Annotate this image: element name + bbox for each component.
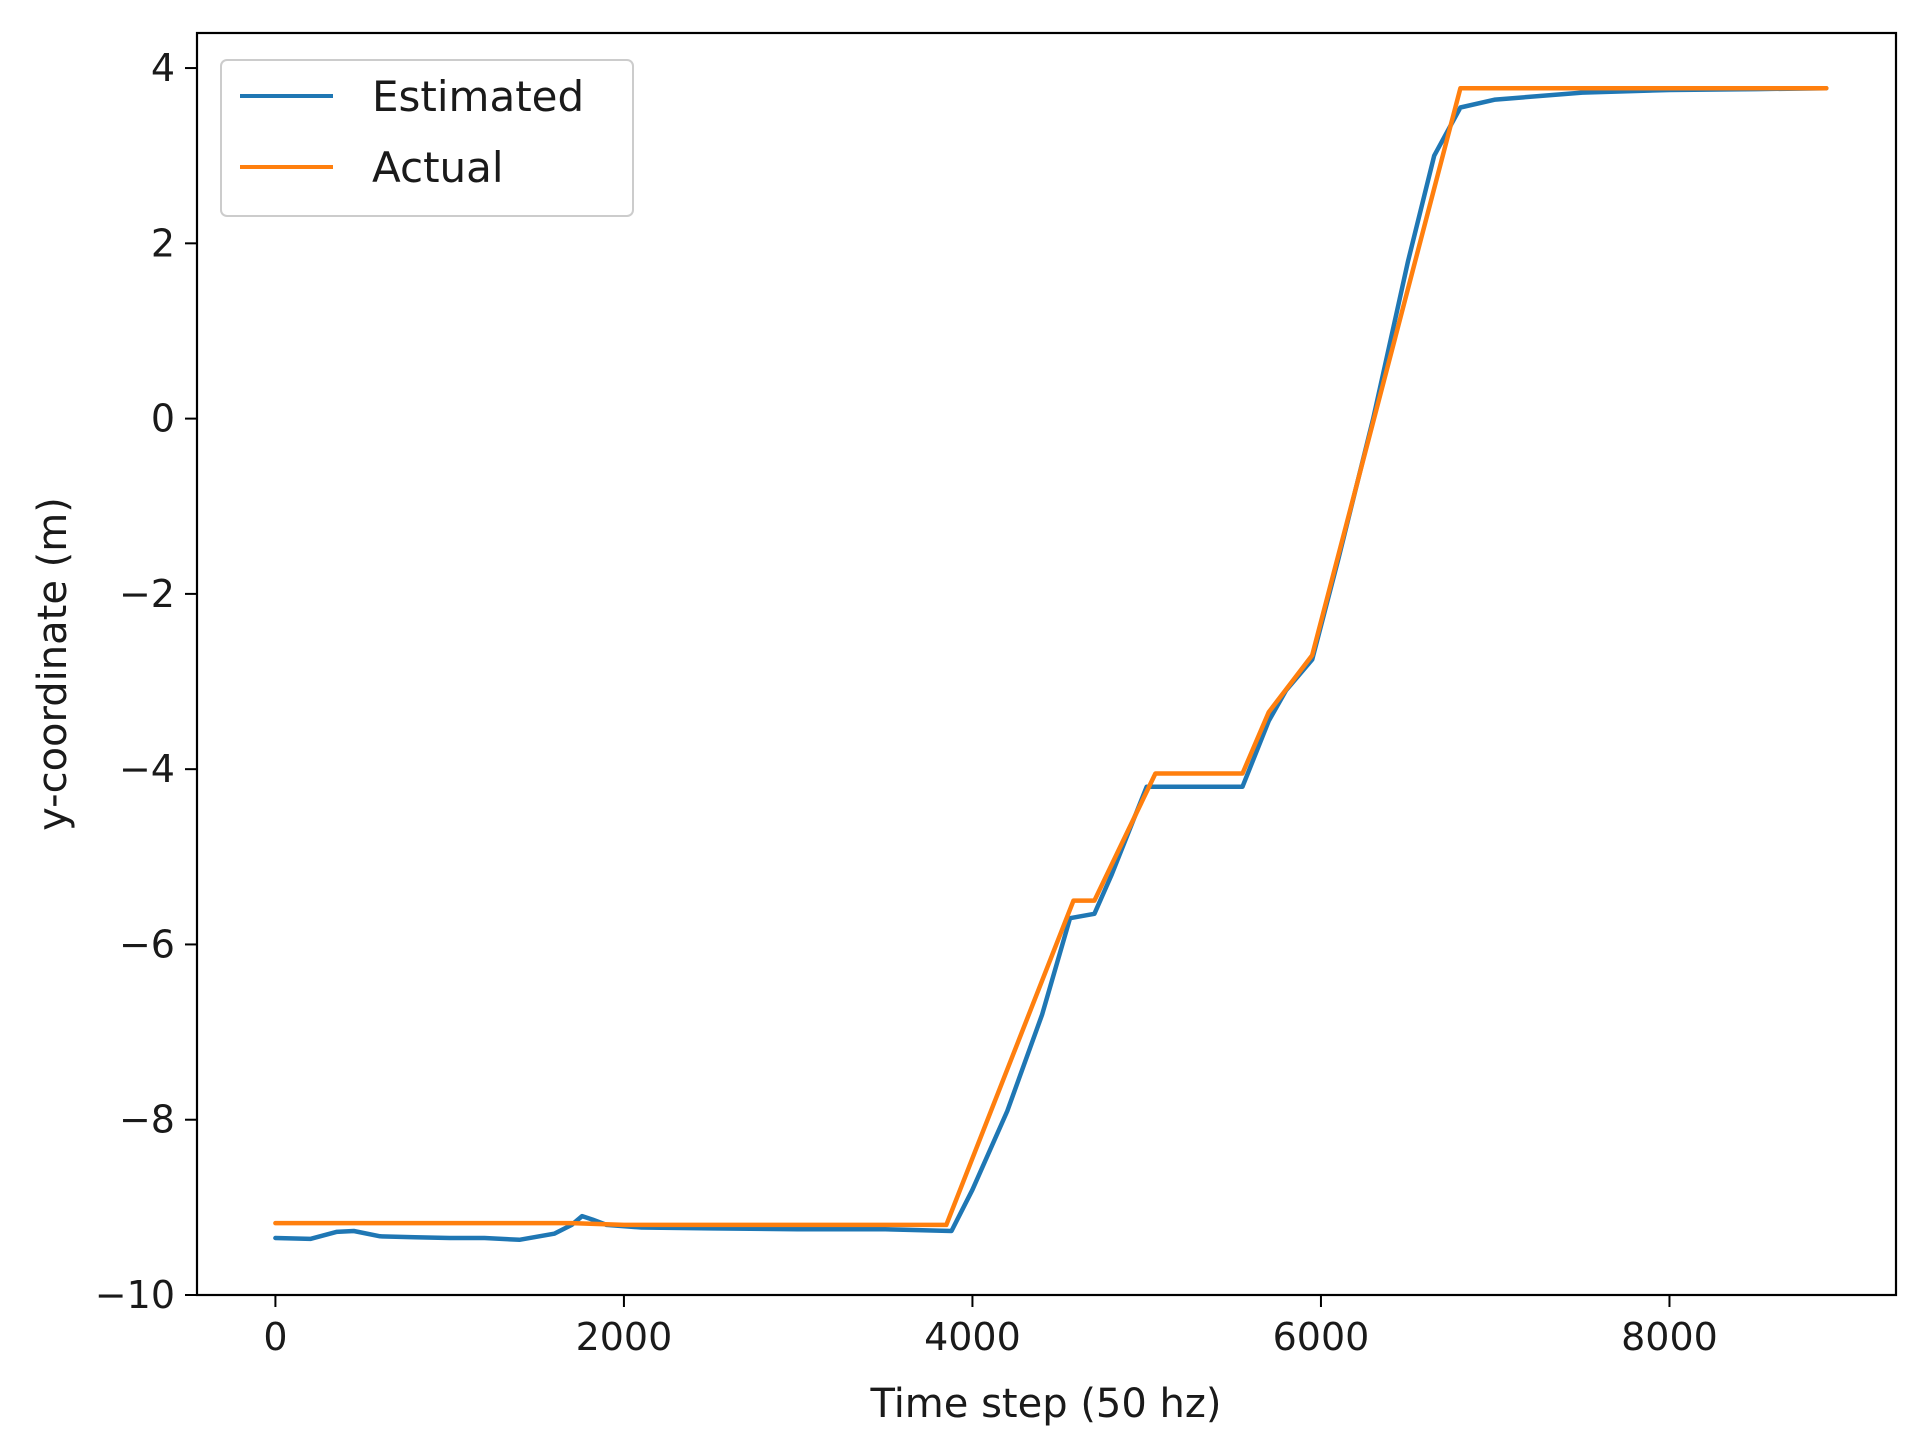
- y-tick-label: −10: [95, 1273, 175, 1317]
- x-tick-label: 4000: [924, 1315, 1021, 1359]
- x-tick-label: 6000: [1273, 1315, 1370, 1359]
- y-tick-label: −8: [119, 1098, 175, 1142]
- y-axis: 4 2 0 −2 −4 −6 −8 −10: [95, 46, 197, 1317]
- legend-label-estimated: Estimated: [372, 72, 584, 121]
- x-tick-label: 8000: [1621, 1315, 1718, 1359]
- y-axis-label: y-coordinate (m): [30, 497, 76, 831]
- y-tick-label: −2: [119, 572, 175, 616]
- series-line-estimated: [273, 85, 1829, 1243]
- y-tick-label: 4: [151, 46, 175, 90]
- y-tick-label: −4: [119, 747, 175, 791]
- plot-area: [197, 33, 1896, 1295]
- x-tick-label: 0: [263, 1315, 287, 1359]
- x-axis-label: Time step (50 hz): [869, 1381, 1221, 1427]
- legend-box: [220, 59, 634, 217]
- x-axis: 0 2000 4000 6000 8000: [263, 1295, 1718, 1359]
- plot-frame: [195, 31, 1898, 1297]
- y-tick-label: 0: [151, 397, 175, 441]
- y-tick-label: 2: [151, 221, 175, 265]
- y-tick-label: −6: [119, 922, 175, 966]
- series-line-actual: [273, 85, 1829, 1228]
- legend: Estimated Actual: [220, 59, 634, 217]
- series-layer: [273, 85, 1829, 1243]
- x-tick-label: 2000: [576, 1315, 673, 1359]
- legend-label-actual: Actual: [372, 143, 504, 192]
